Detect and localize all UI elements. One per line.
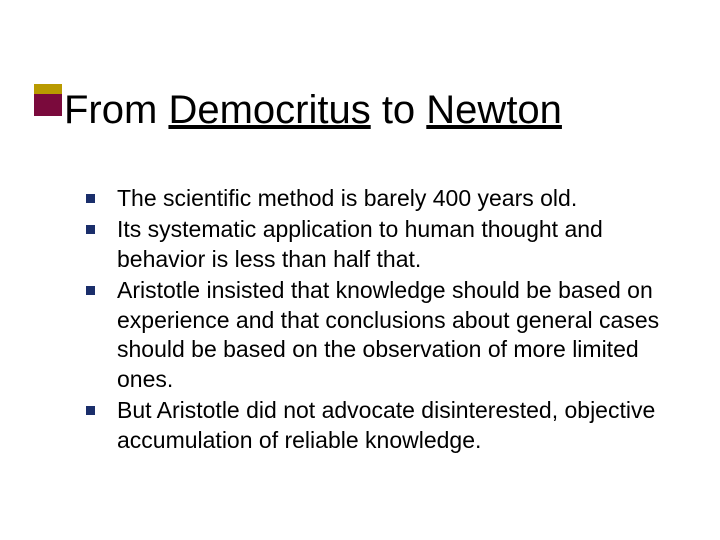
title-part-3: Newton [426,88,562,132]
accent-bar-top [34,84,62,94]
title-part-1: Democritus [168,88,370,132]
bullet-list: The scientific method is barely 400 year… [86,184,666,457]
bullet-item: Aristotle insisted that knowledge should… [86,276,666,394]
square-bullet-icon [86,286,95,295]
bullet-text: The scientific method is barely 400 year… [117,184,577,213]
square-bullet-icon [86,194,95,203]
bullet-item: But Aristotle did not advocate disintere… [86,396,666,455]
bullet-text: Aristotle insisted that knowledge should… [117,276,666,394]
bullet-text: Its systematic application to human thou… [117,215,666,274]
square-bullet-icon [86,225,95,234]
accent-bar [34,84,62,116]
bullet-item: The scientific method is barely 400 year… [86,184,666,213]
accent-bar-bottom [34,94,62,116]
title-part-0: From [64,88,168,132]
title-part-2: to [371,88,427,132]
bullet-text: But Aristotle did not advocate disintere… [117,396,666,455]
square-bullet-icon [86,406,95,415]
bullet-item: Its systematic application to human thou… [86,215,666,274]
slide-title: From Democritus to Newton [64,88,562,132]
